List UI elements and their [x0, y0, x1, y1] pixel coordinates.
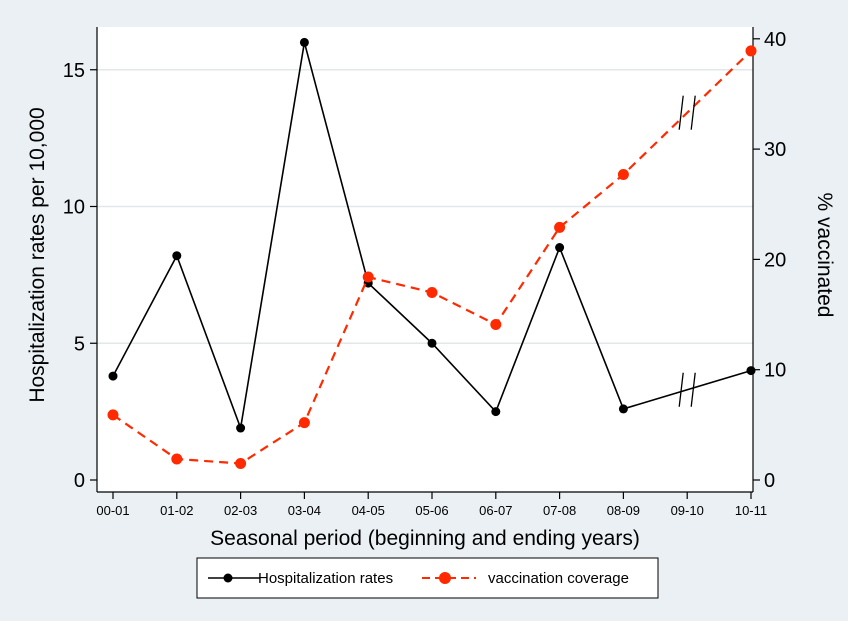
grid	[97, 69, 753, 344]
data-point-hospitalization-rates-01-02	[172, 251, 182, 261]
legend-marker-vaccination	[439, 572, 451, 584]
data-point-vaccination-coverage-08-09	[617, 168, 629, 180]
data-point-hospitalization-rates-02-03	[236, 423, 246, 433]
series-line-vaccination-coverage	[112, 50, 752, 465]
x-tick-label: 05-06	[415, 503, 448, 518]
x-tick-label: 09-10	[671, 503, 704, 518]
y-right-tick-label: 20	[764, 249, 786, 271]
data-point-hospitalization-rates-08-09	[618, 404, 628, 414]
data-point-vaccination-coverage-04-05	[362, 271, 374, 283]
y-left-tick-label: 0	[74, 470, 85, 492]
y-left-tick-label: 15	[63, 60, 85, 82]
data-point-vaccination-coverage-01-02	[171, 453, 183, 465]
x-tick-label: 10-11	[735, 503, 767, 518]
data-point-hospitalization-rates-05-06	[427, 338, 437, 348]
x-tick-label: 04-05	[352, 503, 385, 518]
legend: Hospitalization rates vaccination covera…	[196, 557, 659, 599]
data-point-vaccination-coverage-02-03	[235, 457, 247, 469]
y-axis-left-label: Hospitalization rates per 10,000	[26, 107, 49, 402]
plot-area	[97, 27, 753, 492]
x-tick-label: 02-03	[224, 503, 257, 518]
data-point-vaccination-coverage-07-08	[554, 221, 566, 233]
data-point-vaccination-coverage-05-06	[426, 286, 438, 298]
data-point-hospitalization-rates-06-07	[491, 407, 501, 417]
x-tick-label: 06-07	[479, 503, 512, 518]
data-point-vaccination-coverage-00-01	[107, 409, 119, 421]
y-axis-right-label: % vaccinated	[813, 193, 836, 318]
y-right-tick-label: 30	[764, 139, 786, 161]
x-tick-label: 00-01	[96, 503, 129, 518]
data-point-vaccination-coverage-03-04	[298, 417, 310, 429]
y-left-tick-label: 5	[74, 333, 85, 355]
x-tick-label: 01-02	[160, 503, 193, 518]
series-line-hospitalization-rates	[112, 42, 752, 432]
data-point-hospitalization-rates-10-11	[746, 366, 756, 376]
axis-break-mark-vaccination-coverage	[678, 95, 684, 130]
axes: 0 5 10 15 0 10 20 30 40 00-01 01-02 02-03 03-04 04-05…	[63, 27, 786, 518]
y-right-tick-label: 0	[764, 470, 775, 492]
legend-label-vaccination: vaccination coverage	[488, 570, 629, 587]
axis-break-mark-vaccination-coverage	[690, 95, 696, 130]
y-right-tick-label: 10	[764, 360, 786, 382]
marks	[107, 37, 757, 469]
data-point-hospitalization-rates-03-04	[299, 37, 309, 47]
data-point-hospitalization-rates-00-01	[108, 371, 118, 381]
data-point-hospitalization-rates-07-08	[555, 243, 565, 253]
legend-label-hospitalization: Hospitalization rates	[258, 570, 393, 587]
x-axis-label: Seasonal period (beginning and ending ye…	[210, 527, 640, 550]
y-right-tick-label: 40	[764, 29, 786, 51]
x-tick-label: 08-09	[607, 503, 640, 518]
y-left-tick-label: 10	[63, 197, 85, 219]
legend-marker-hospitalization	[223, 573, 233, 583]
data-point-vaccination-coverage-10-11	[745, 45, 757, 57]
x-tick-label: 03-04	[288, 503, 321, 518]
x-tick-label: 07-08	[543, 503, 576, 518]
data-point-vaccination-coverage-06-07	[490, 318, 502, 330]
axis-break-mark-hospitalization-rates	[690, 372, 696, 407]
axis-break-mark-hospitalization-rates	[678, 372, 684, 407]
